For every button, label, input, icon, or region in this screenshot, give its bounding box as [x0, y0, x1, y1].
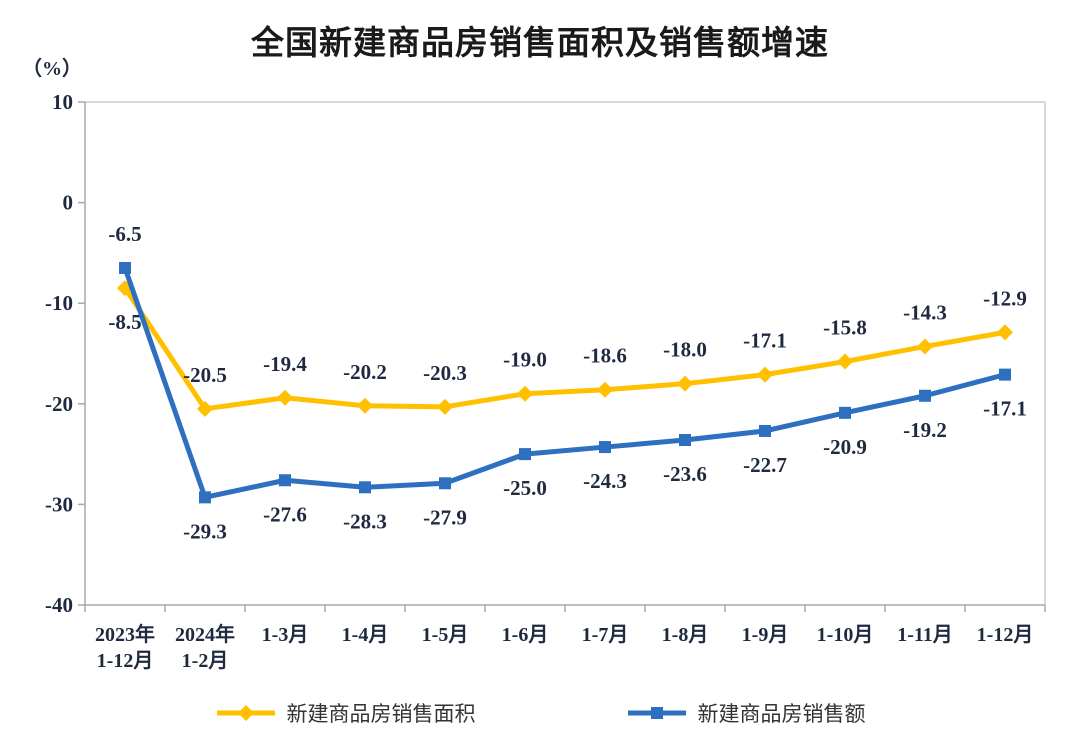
series-0-data-label: -8.5: [108, 310, 141, 334]
series-1-data-label: -6.5: [108, 222, 141, 246]
x-axis-category-label: 1-11月: [897, 624, 953, 646]
series-1-marker: [439, 477, 451, 490]
x-axis-category-label: 1-8月: [662, 624, 709, 646]
x-axis-category-label: 2024年: [175, 622, 235, 646]
legend-label-sales-amount: 新建商品房销售额: [697, 703, 866, 726]
series-1-data-label: -17.1: [983, 397, 1027, 421]
series-0-data-label: -17.1: [743, 329, 787, 353]
series-1-marker: [679, 434, 691, 447]
series-0-data-label: -19.4: [263, 352, 307, 376]
series-0-data-label: -12.9: [983, 286, 1027, 310]
y-axis-tick-label: 0: [63, 191, 74, 215]
x-axis-category-label: 1-9月: [742, 624, 789, 646]
series-0-marker: [437, 398, 453, 415]
series-0-marker: [837, 353, 853, 370]
series-1-data-label: -29.3: [183, 519, 227, 543]
x-axis-category-label: 1-3月: [262, 624, 309, 646]
series-0-data-label: -20.5: [183, 363, 227, 387]
plot-border: [85, 101, 1046, 605]
series-1-marker: [519, 448, 531, 461]
series-1-marker: [359, 481, 371, 494]
series-1-data-label: -27.6: [263, 502, 307, 526]
series-1-marker: [759, 424, 771, 437]
legend-label-sales-area: 新建商品房销售面积: [286, 703, 476, 726]
series-0-data-label: -18.6: [583, 344, 627, 368]
series-1-marker: [199, 491, 211, 504]
series-0-data-label: -14.3: [903, 300, 947, 324]
y-axis-tick-label: -30: [45, 492, 73, 516]
series-1-marker: [279, 474, 291, 487]
series-0-marker: [517, 385, 533, 402]
x-axis-category-label: 1-7月: [582, 624, 629, 646]
series-1-marker: [999, 368, 1011, 381]
series-0-data-label: -15.8: [823, 316, 867, 340]
series-1-data-label: -20.9: [823, 435, 867, 459]
series-0-marker: [357, 397, 373, 414]
x-axis-category-label: 1-2月: [182, 650, 229, 672]
series-1-data-label: -19.2: [903, 418, 947, 442]
sales-amount-line-marker-icon: [627, 707, 686, 719]
series-1-marker: [839, 406, 851, 419]
series-0-data-label: -18.0: [663, 338, 707, 362]
legend-item-sales-area: 新建商品房销售面积: [215, 698, 476, 728]
x-axis-category-label: 1-12月: [977, 624, 1034, 646]
y-axis-tick-label: -10: [45, 291, 73, 315]
series-0-data-label: -19.0: [503, 348, 547, 372]
series-0-line: [122, 285, 1008, 412]
y-axis-tick-label: 10: [52, 90, 73, 114]
series-0-marker: [197, 400, 213, 417]
chart-title: 全国新建商品房销售面积及销售额增速: [251, 24, 829, 61]
series-1-data-label: -28.3: [343, 509, 387, 533]
series-0-marker: [677, 375, 693, 392]
series-1-data-label: -25.0: [503, 476, 547, 500]
series-0-marker: [997, 324, 1013, 341]
x-axis-category-label: 1-12月: [97, 650, 154, 672]
x-axis-category-label: 1-5月: [422, 624, 469, 646]
y-axis-unit-label: （%）: [22, 58, 82, 80]
series-0-marker: [277, 389, 293, 406]
x-axis-category-label: 1-4月: [342, 624, 389, 646]
series-1-marker: [919, 389, 931, 402]
series-1-data-label: -24.3: [583, 469, 627, 493]
chart-legend: 新建商品房销售面积 新建商品房销售额: [0, 698, 1080, 728]
x-axis-category-label: 2023年: [95, 622, 155, 646]
series-0-data-label: -20.3: [423, 361, 467, 385]
y-axis-tick-label: -20: [45, 392, 73, 416]
y-axis-tick-label: -40: [45, 593, 73, 617]
series-1-data-label: -27.9: [423, 505, 467, 529]
series-1-data-label: -23.6: [663, 462, 707, 486]
series-1-data-label: -22.7: [743, 453, 787, 477]
legend-marker: [650, 707, 663, 719]
x-axis-category-label: 1-10月: [817, 624, 874, 646]
x-axis-category-label: 1-6月: [502, 624, 549, 646]
series-0-marker: [917, 338, 933, 355]
series-1-marker: [119, 261, 131, 274]
series-0-marker: [597, 381, 613, 398]
legend-item-sales-amount: 新建商品房销售额: [626, 698, 866, 728]
series-1-line: [122, 265, 1008, 500]
sales-area-line-marker-icon: [216, 705, 275, 721]
legend-marker: [237, 705, 254, 721]
series-0-data-label: -20.2: [343, 360, 387, 384]
series-1-marker: [599, 441, 611, 454]
series-0-marker: [757, 366, 773, 383]
